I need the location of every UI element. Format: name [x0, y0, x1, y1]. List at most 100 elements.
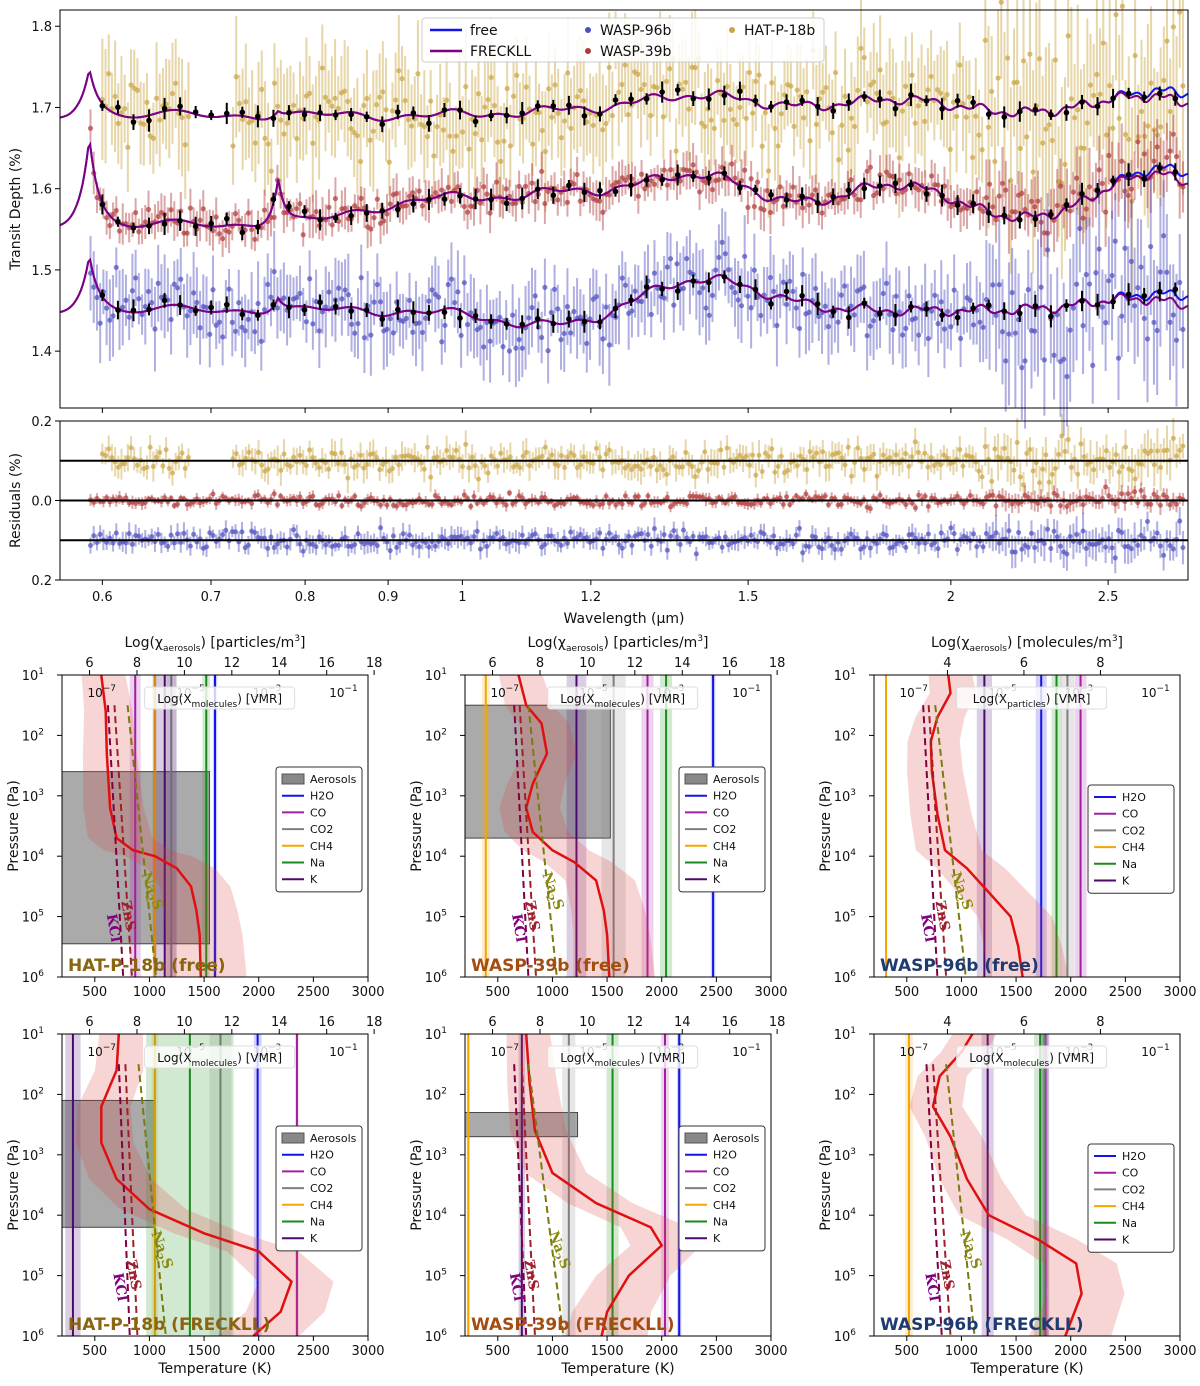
residual-point — [925, 503, 931, 509]
data-point — [729, 284, 735, 290]
vmr-label-pre: Log(X — [157, 1051, 191, 1065]
data-point — [1087, 82, 1094, 88]
data-point — [561, 185, 567, 191]
residual-point — [751, 501, 757, 507]
y-tick-label: 105 — [22, 1268, 44, 1285]
residual-point — [1167, 543, 1173, 549]
residual-point — [903, 544, 909, 550]
residual-point — [951, 531, 957, 537]
binned-point — [783, 288, 790, 295]
spectrum-frame — [59, 9, 1189, 409]
data-point — [721, 117, 727, 124]
binned-point — [130, 119, 137, 125]
residual-point — [577, 462, 583, 468]
data-point — [980, 324, 986, 330]
vmr-label: Log(Xmolecules) [VMR] — [157, 692, 282, 710]
residual-point — [639, 531, 645, 537]
species-legend-aerosols: Aerosols — [310, 773, 357, 786]
data-point — [1077, 225, 1083, 232]
data-point — [957, 62, 963, 68]
data-point — [577, 88, 584, 94]
data-point — [472, 130, 478, 137]
y-tick-label: 104 — [22, 1207, 45, 1224]
binned-point — [223, 215, 230, 222]
vmr-tick: 10−1 — [329, 684, 358, 700]
data-point — [571, 308, 577, 315]
species-legend-k: K — [713, 873, 721, 886]
binned-point — [115, 104, 121, 110]
data-point — [104, 305, 110, 311]
residual-point — [122, 461, 128, 467]
data-point — [373, 102, 380, 108]
data-point — [236, 100, 243, 107]
data-point — [402, 97, 408, 104]
binned-point — [332, 112, 339, 118]
data-point — [771, 288, 777, 294]
residual-point — [168, 532, 174, 538]
data-point — [551, 286, 558, 292]
data-point — [622, 62, 628, 68]
data-point — [619, 81, 625, 88]
residual-point — [628, 467, 634, 473]
binned-point — [706, 175, 712, 181]
residual-point — [471, 534, 477, 540]
data-point — [1027, 51, 1033, 57]
cloud-label-kcl: KCl — [508, 913, 529, 944]
y-tick-label: 106 — [834, 969, 857, 986]
data-point — [577, 198, 583, 204]
data-point — [1151, 158, 1157, 164]
residual-point — [848, 531, 854, 537]
data-point — [377, 299, 384, 305]
data-point — [429, 287, 435, 293]
residual-point — [88, 543, 94, 549]
binned-wasp-39b — [99, 162, 1179, 241]
residual-point — [471, 493, 477, 499]
data-point — [806, 309, 812, 315]
residual-point — [565, 454, 571, 460]
y-tick-label: 102 — [22, 1086, 44, 1103]
tp-profile — [100, 1033, 293, 1337]
data-point — [310, 321, 316, 327]
data-point — [986, 181, 993, 187]
data-point — [896, 177, 902, 183]
vmr-label-sub: molecules — [595, 700, 641, 710]
binned-point — [332, 215, 339, 221]
data-point — [954, 113, 960, 120]
residual-point — [716, 535, 722, 541]
data-point — [481, 184, 487, 190]
data-point — [764, 188, 770, 194]
data-point — [899, 108, 906, 114]
residual-point — [358, 503, 364, 509]
data-point — [928, 73, 934, 80]
data-point — [783, 301, 790, 308]
data-point — [434, 123, 440, 130]
binned-point — [1001, 212, 1008, 219]
residual-point — [384, 502, 390, 508]
binned-point — [1048, 111, 1054, 118]
data-point — [638, 86, 644, 93]
residual-point — [378, 502, 384, 508]
residual-point — [925, 531, 931, 537]
data-point — [985, 124, 992, 130]
top-tick-label: 14 — [271, 656, 288, 671]
residual-point — [1083, 545, 1089, 551]
data-point — [916, 332, 922, 338]
data-point — [1135, 139, 1141, 145]
residual-point — [1129, 468, 1135, 474]
data-point — [674, 261, 680, 267]
binned-point — [566, 102, 572, 109]
data-point — [419, 203, 426, 209]
residual-point — [1119, 491, 1125, 497]
data-point — [399, 76, 405, 82]
data-point — [91, 284, 97, 290]
data-point — [677, 178, 683, 184]
residual-point — [134, 462, 140, 468]
binned-point — [1141, 175, 1148, 182]
data-point — [394, 190, 400, 197]
data-point — [1173, 153, 1180, 160]
binned-point — [472, 313, 479, 319]
data-point — [1045, 230, 1051, 236]
x-tick-label: 500 — [82, 985, 107, 1000]
residual-point — [861, 544, 867, 550]
